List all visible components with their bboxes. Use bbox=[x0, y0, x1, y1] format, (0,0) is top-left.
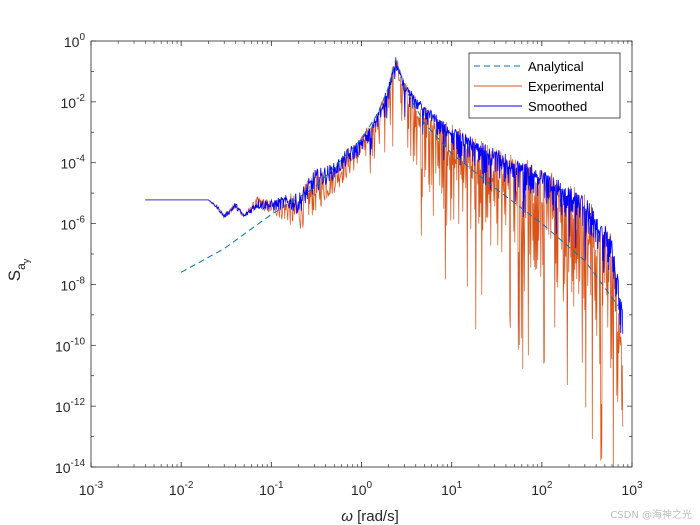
y-axis-sub2: y bbox=[21, 258, 31, 263]
y-tick-label: 10-4 bbox=[61, 154, 86, 172]
x-tick-labels: 10-3 10-2 10-1 100 101 102 103 bbox=[79, 480, 643, 498]
x-tick-label: 102 bbox=[531, 480, 553, 498]
x-tick-label: 101 bbox=[441, 480, 463, 498]
y-axis-main: S bbox=[5, 270, 24, 281]
series-layer bbox=[145, 57, 624, 467]
y-tick-label: 10-14 bbox=[55, 458, 85, 476]
x-tick-label: 10-2 bbox=[169, 480, 194, 498]
watermark: CSDN @海神之光 bbox=[610, 510, 692, 521]
legend-label-smoothed: Smoothed bbox=[528, 99, 587, 114]
legend: Analytical Experimental Smoothed bbox=[468, 52, 621, 119]
axis-ticks bbox=[90, 40, 633, 468]
svg-text:Say: Say bbox=[5, 258, 31, 281]
y-tick-label: 10-12 bbox=[55, 397, 85, 415]
y-axis-label: Say bbox=[5, 258, 31, 281]
series-analytical bbox=[180, 57, 619, 306]
x-axis-symbol: ω bbox=[341, 508, 353, 525]
y-tick-label: 10-2 bbox=[61, 93, 86, 111]
y-axis-sub1: a bbox=[14, 263, 28, 270]
legend-label-analytical: Analytical bbox=[528, 59, 584, 74]
x-axis-unit: [rad/s] bbox=[353, 508, 399, 525]
x-tick-label: 10-1 bbox=[259, 480, 284, 498]
y-tick-label: 10-10 bbox=[55, 336, 85, 354]
x-tick-label: 100 bbox=[351, 480, 373, 498]
series-smoothed bbox=[145, 57, 624, 334]
y-tick-labels: 10-14 10-12 10-10 10-8 10-6 10-4 10-2 100 bbox=[55, 32, 85, 476]
x-tick-label: 103 bbox=[621, 480, 643, 498]
y-tick-label: 100 bbox=[64, 32, 86, 50]
legend-label-experimental: Experimental bbox=[528, 79, 604, 94]
x-axis-label: ω [rad/s] bbox=[341, 508, 399, 525]
x-tick-label: 10-3 bbox=[79, 480, 104, 498]
y-tick-label: 10-8 bbox=[61, 275, 86, 293]
y-tick-label: 10-6 bbox=[61, 215, 86, 233]
